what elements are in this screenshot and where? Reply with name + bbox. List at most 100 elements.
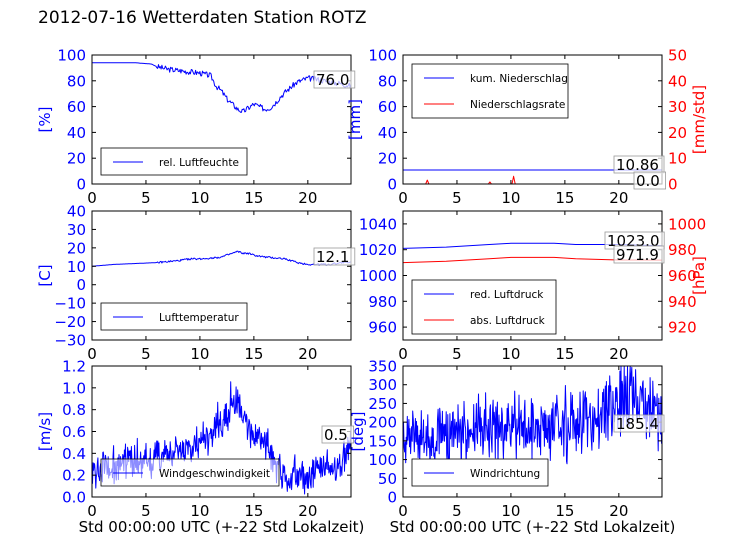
- x-tick-label: 10: [190, 189, 209, 207]
- y-axis-label: [mm]: [346, 99, 364, 140]
- last-value-box: [321, 425, 355, 444]
- x-tick-label: 0: [398, 502, 408, 520]
- x-tick-label: 15: [555, 189, 574, 207]
- x-tick-label: 5: [452, 502, 462, 520]
- y-tick-label: 80: [67, 72, 86, 90]
- y-tick-label: 250: [368, 395, 397, 413]
- last-value-label: 185.4: [616, 415, 659, 433]
- y-tick-label: −30: [54, 332, 86, 350]
- last-value-label: 971.9: [616, 246, 659, 264]
- y-tick-label: 1000: [359, 267, 397, 285]
- y-tick-label: 960: [368, 319, 397, 337]
- chart-rain: 0 5 10 15 20 0 20 40 60 80 100 0 10 20 30 40 50 [mm] [mm/s…: [346, 47, 708, 208]
- last-value-box: [613, 245, 665, 264]
- y-tick-label: 50: [378, 470, 397, 488]
- figure-title: 2012-07-16 Wetterdaten Station ROTZ: [38, 8, 367, 28]
- y-tick-label: 0.0: [62, 489, 86, 507]
- legend-box: [411, 63, 569, 119]
- y-tick-label: −20: [54, 313, 86, 331]
- x-tick-label: 0: [87, 345, 97, 363]
- y-tick-label: 20: [67, 239, 86, 257]
- y-tick-label: 1020: [359, 241, 397, 259]
- chart-windspeed: 0 5 10 15 20 0.0 0.2 0.4 0.6 0.8 1.0 1.2 [m/s] Std 00…: [36, 358, 364, 537]
- chart-humidity: 0 5 10 15 20 0 20 40 60 80 100 [%] rel. Luftfeuchte 7…: [36, 47, 356, 207]
- y2-tick-label: 920: [668, 319, 697, 337]
- y-tick-label: 20: [378, 150, 397, 168]
- x-tick-label: 20: [609, 345, 628, 363]
- y-tick-label: 980: [368, 293, 397, 311]
- y-tick-label: 150: [368, 432, 397, 450]
- x-axis-label: Std 00:00:00 UTC (+-22 Std Lokalzeit): [390, 518, 676, 536]
- y-tick-label: 0: [76, 276, 86, 294]
- y-tick-label: 1.0: [62, 379, 86, 397]
- last-value-label: 76.0: [316, 71, 349, 89]
- legend-label: rel. Luftfeuchte: [159, 157, 239, 169]
- last-value-label: 0.5: [324, 426, 348, 444]
- x-tick-label: 20: [609, 502, 628, 520]
- last-value-box: [313, 247, 356, 266]
- y-tick-label: 10: [67, 258, 86, 276]
- y-tick-label: 80: [378, 72, 397, 90]
- x-tick-label: 15: [244, 502, 263, 520]
- series-line-humidity-0: [92, 62, 352, 113]
- y2-tick-label: 940: [668, 293, 697, 311]
- last-value-label: 12.1: [316, 248, 349, 266]
- series-line-winddir-0: [402, 365, 662, 472]
- y-axis-label: [C]: [36, 264, 54, 286]
- series-line-temperature-0: [91, 250, 351, 267]
- x-axis-label: Std 00:00:00 UTC (+-22 Std Lokalzeit): [79, 518, 365, 536]
- y-tick-label: 350: [368, 358, 397, 376]
- y-tick-label: 1.2: [62, 358, 86, 376]
- y2-tick-label: 20: [668, 124, 687, 142]
- y-tick-label: 0: [387, 176, 397, 194]
- y-tick-label: 20: [67, 150, 86, 168]
- x-tick-label: 0: [398, 189, 408, 207]
- x-tick-label: 0: [87, 189, 97, 207]
- y2-axis-label: [mm/std]: [690, 85, 708, 154]
- x-tick-label: 15: [244, 345, 263, 363]
- series-line-pressure-1: [402, 256, 663, 264]
- y2-tick-label: 980: [668, 241, 697, 259]
- x-tick-label: 5: [141, 345, 151, 363]
- y-tick-label: 0: [76, 176, 86, 194]
- x-tick-label: 5: [141, 189, 151, 207]
- legend-label: Niederschlagsrate: [470, 99, 565, 111]
- legend-label: abs. Luftdruck: [470, 315, 546, 327]
- y2-tick-label: 40: [668, 72, 687, 90]
- x-tick-label: 15: [555, 502, 574, 520]
- x-tick-label: 0: [398, 345, 408, 363]
- x-tick-label: 20: [298, 189, 317, 207]
- y-tick-label: 0.4: [62, 445, 86, 463]
- legend-label: Windgeschwindigkeit: [159, 468, 270, 480]
- y2-axis-label: [hPa]: [690, 256, 708, 295]
- x-tick-label: 5: [452, 345, 462, 363]
- y2-tick-label: 50: [668, 47, 687, 65]
- x-tick-label: 5: [452, 189, 462, 207]
- x-tick-label: 5: [141, 502, 151, 520]
- x-tick-label: 10: [190, 502, 209, 520]
- y-tick-label: 60: [378, 98, 397, 116]
- legend-label: Windrichtung: [470, 468, 540, 480]
- last-value-box: [633, 171, 667, 190]
- x-tick-label: 10: [501, 189, 520, 207]
- x-tick-label: 10: [190, 345, 209, 363]
- x-tick-label: 10: [501, 345, 520, 363]
- plot-frame-temperature: [91, 210, 352, 341]
- y-axis-label: [%]: [36, 107, 54, 133]
- last-value-label: 0.0: [636, 172, 660, 190]
- x-tick-label: 10: [501, 502, 520, 520]
- y2-tick-label: 30: [668, 98, 687, 116]
- last-value-label: 1023.0: [607, 232, 660, 250]
- y-tick-label: 60: [67, 98, 86, 116]
- y-tick-label: −10: [54, 295, 86, 313]
- y2-tick-label: 0: [668, 176, 678, 194]
- last-value-label: 10.86: [616, 156, 659, 174]
- legend-label: Lufttemperatur: [159, 312, 239, 324]
- x-tick-label: 20: [609, 189, 628, 207]
- x-tick-label: 15: [555, 345, 574, 363]
- y-axis-label: [m/s]: [36, 412, 54, 451]
- y-tick-label: 0.6: [62, 423, 86, 441]
- legend-box: [411, 279, 557, 335]
